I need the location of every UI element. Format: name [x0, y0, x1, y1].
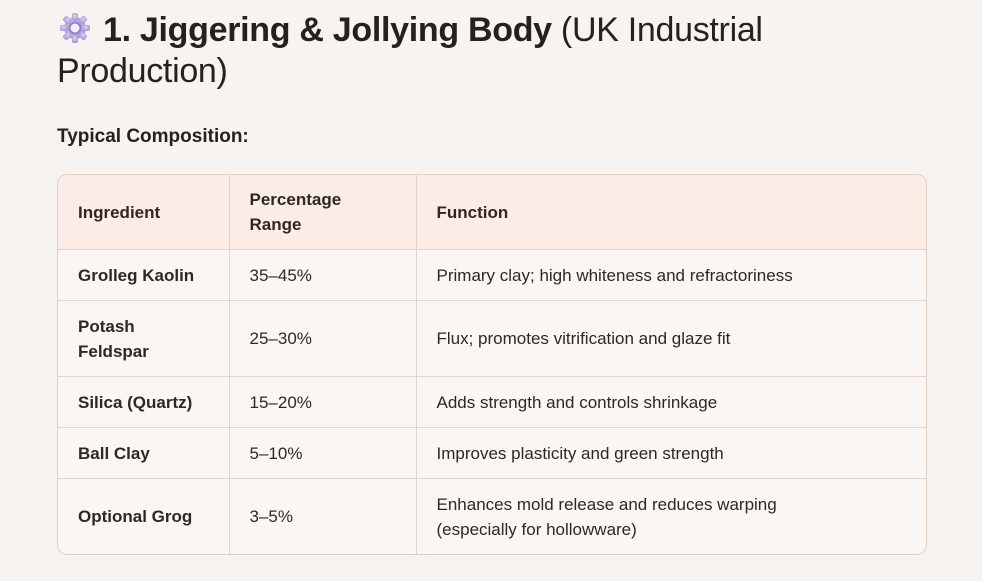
table-row: Optional Grog 3–5% Enhances mold release… [58, 478, 926, 555]
ingredient-cell: Silica (Quartz) [58, 376, 230, 428]
function-cell: Flux; promotes vitrification and glaze f… [416, 300, 926, 377]
column-header-function: Function [416, 175, 926, 250]
table-row: Silica (Quartz) 15–20% Adds strength and… [58, 376, 926, 428]
heading-bold-text: 1. Jiggering & Jollying Body [103, 11, 552, 49]
column-header-ingredient: Ingredient [58, 175, 230, 250]
table-row: Ball Clay 5–10% Improves plasticity and … [58, 427, 926, 479]
function-cell: Adds strength and controls shrinkage [416, 376, 926, 428]
column-header-label: Percentage Range [249, 190, 342, 234]
gear-icon [57, 10, 93, 46]
table-header-row: Ingredient Percentage Range Function [58, 175, 926, 250]
range-cell: 3–5% [229, 478, 417, 554]
document-page: 1. Jiggering & Jollying Body (UK Industr… [0, 0, 982, 148]
column-header-percentage-range: Percentage Range [229, 175, 417, 250]
function-cell: Enhances mold release and reduces warpin… [416, 479, 926, 555]
range-cell: 35–45% [229, 249, 417, 301]
ingredient-label: Potash Feldspar [78, 316, 149, 361]
heading-normal-text: (UK Industrial Production) [57, 11, 763, 90]
function-cell: Improves plasticity and green strength [416, 427, 926, 479]
ingredient-cell: Grolleg Kaolin [58, 249, 230, 301]
table-row: Potash Feldspar 25–30% Flux; promotes vi… [58, 300, 926, 377]
composition-table: Ingredient Percentage Range Function Gro… [57, 174, 927, 555]
subheading: Typical Composition: [57, 126, 249, 147]
range-cell: 15–20% [229, 376, 417, 428]
range-cell: 25–30% [229, 300, 417, 377]
function-cell: Primary clay; high whiteness and refract… [416, 249, 926, 301]
ingredient-cell: Potash Feldspar [58, 300, 230, 377]
ingredient-cell: Optional Grog [58, 478, 230, 554]
range-cell: 5–10% [229, 427, 417, 479]
ingredient-cell: Ball Clay [58, 427, 230, 479]
function-label: Enhances mold release and reduces warpin… [436, 494, 777, 539]
section-heading: 1. Jiggering & Jollying Body (UK Industr… [57, 0, 925, 92]
table-row: Grolleg Kaolin 35–45% Primary clay; high… [58, 249, 926, 301]
